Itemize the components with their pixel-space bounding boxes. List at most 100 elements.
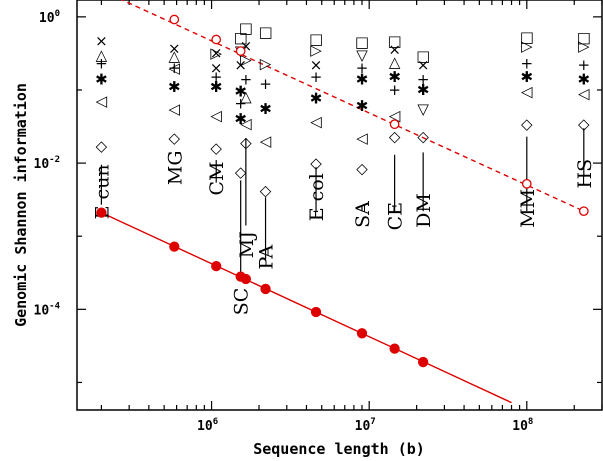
marker-symbol: ▷	[578, 37, 590, 55]
organism-label: SA	[352, 201, 374, 228]
marker-symbol: ◇	[417, 128, 429, 146]
marker-symbol: ◇	[210, 139, 222, 157]
organism-group: □▷+✱◁ ◇ HS	[574, 29, 596, 189]
marker-symbol: +	[95, 55, 108, 73]
marker-symbol: ✱	[234, 83, 247, 101]
marker-symbol: ✱	[578, 70, 591, 88]
marker-symbol: ◇	[235, 163, 247, 181]
marker-symbol: ◇	[96, 137, 108, 155]
organism-label: SC	[231, 288, 253, 316]
marker-symbol: ▷	[260, 55, 272, 73]
marker-symbol: ◇	[260, 182, 272, 200]
y-tick-label: 10-4	[34, 301, 61, 318]
marker-symbol: □	[416, 47, 430, 65]
marker-symbol: +	[310, 68, 323, 86]
marker-symbol: ✱	[521, 68, 534, 86]
filled-data-point	[240, 273, 252, 285]
marker-symbol: □	[234, 29, 248, 47]
marker-symbol: ◁	[521, 83, 533, 101]
organism-group: □×+✱▽ ◇ DM	[413, 47, 435, 228]
organism-group: □▽×✱+✱◇SC	[231, 29, 253, 316]
axis-tick-labels: 106 107 108 10-4 10-2 100	[34, 9, 534, 434]
marker-symbol: ✱	[210, 78, 223, 96]
marker-symbol: ×	[388, 40, 401, 58]
x-tick-label: 107	[355, 417, 376, 434]
open-data-point	[578, 206, 589, 217]
marker-symbol: ▽	[356, 46, 368, 64]
marker-symbol: ◇	[578, 115, 590, 133]
filled-data-point	[211, 260, 222, 272]
marker-symbol: ◇	[169, 129, 181, 147]
marker-symbol: ◁	[389, 106, 401, 124]
marker-symbol: +	[356, 59, 369, 77]
marker-symbol: ×	[168, 39, 181, 57]
marker-symbol: +	[388, 81, 401, 99]
organism-label: CE	[385, 202, 407, 230]
organism-label: MG	[164, 150, 186, 185]
filled-data-point	[356, 328, 368, 339]
marker-symbol: ✱	[310, 89, 323, 107]
x-tick-label: 108	[512, 417, 533, 434]
marker-symbol: ✱	[259, 100, 272, 118]
marker-symbol: □	[258, 23, 272, 41]
marker-symbol: ◇	[521, 115, 533, 133]
y-tick-label: 100	[39, 9, 60, 26]
marker-symbol: △	[96, 46, 108, 64]
marker-symbol: □	[309, 30, 323, 48]
marker-symbol: ▷	[310, 41, 322, 59]
filled-data-point	[169, 241, 180, 252]
organism-label: MM	[517, 189, 539, 228]
x-tick-label: 106	[197, 417, 218, 434]
marker-symbol: ◁	[210, 106, 222, 124]
marker-symbol: ✱	[356, 97, 369, 115]
marker-symbol: ×	[417, 56, 430, 74]
plot-frame	[76, 0, 603, 411]
dashed-fit-line	[120, 0, 585, 212]
open-data-point	[389, 119, 400, 130]
axis-ticks	[77, 0, 603, 410]
organism-group: ×▷×+✱◁◇CM	[206, 44, 228, 196]
marker-symbol: □	[520, 28, 534, 46]
marker-symbol: ✱	[388, 68, 401, 86]
marker-symbol: +	[259, 75, 272, 93]
filled-data-point	[418, 356, 429, 368]
organism-label: HS	[574, 159, 596, 189]
marker-symbol: ▽	[417, 100, 429, 118]
marker-symbol: ◁	[169, 59, 181, 77]
organism-group: ×△+✱ ◁ ◇ E cun	[91, 32, 113, 220]
marker-symbol: +	[240, 70, 253, 88]
open-data-point	[211, 34, 222, 45]
organism-label: DM	[413, 193, 435, 228]
organism-label: E cun	[91, 164, 113, 219]
organism-label: CM	[206, 162, 228, 196]
marker-symbol: ◁	[169, 100, 181, 118]
marker-symbol: ◇	[356, 159, 368, 177]
filled-data-point	[310, 306, 322, 318]
filled-data-point	[389, 343, 400, 354]
organism-group: □▷+✱◁ ◇ MM	[517, 28, 539, 228]
marker-symbol: ◁	[310, 113, 322, 131]
marker-symbol: ◇	[310, 154, 322, 172]
marker-symbol: ×	[210, 59, 223, 77]
organism-groups: ×△+✱◁◇E cun×△+◁✱◁◇MG×▷×+✱◁◇CM□▽×✱+✱◇SC□×…	[91, 19, 595, 315]
marker-symbol: ✱	[95, 70, 108, 88]
marker-symbol: □	[577, 29, 591, 47]
marker-symbol: ◁	[356, 129, 368, 147]
organism-label: E col	[306, 173, 328, 221]
marker-symbol: ◁	[240, 114, 252, 132]
marker-symbol: ◇	[389, 128, 401, 146]
marker-symbol: ✱	[356, 70, 369, 88]
marker-symbol: +	[521, 55, 534, 73]
marker-symbol: △	[169, 47, 181, 65]
marker-symbol: ×	[310, 56, 323, 74]
data-points	[96, 14, 589, 368]
filled-data-point	[260, 283, 271, 295]
marker-symbol: ✱	[417, 81, 430, 99]
marker-symbol: ✱	[168, 78, 181, 96]
open-data-point	[521, 179, 532, 189]
marker-symbol: +	[168, 59, 181, 77]
marker-symbol: ✱	[234, 110, 247, 128]
marker-symbol: □	[239, 19, 253, 37]
open-data-point	[169, 14, 180, 25]
organism-group: ×△+◁✱◁◇MG	[164, 39, 186, 185]
